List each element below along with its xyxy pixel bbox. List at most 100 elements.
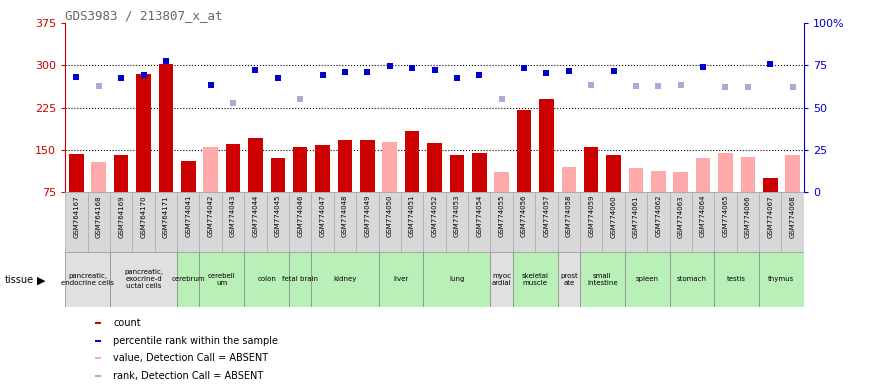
Bar xyxy=(558,252,580,307)
Text: GSM774055: GSM774055 xyxy=(499,195,505,237)
Bar xyxy=(669,192,692,252)
Bar xyxy=(759,192,781,252)
Bar xyxy=(696,158,710,192)
Text: GSM774057: GSM774057 xyxy=(543,195,549,237)
Bar xyxy=(91,162,106,192)
Bar xyxy=(379,192,401,252)
Text: ▶: ▶ xyxy=(36,275,45,285)
Text: GSM774059: GSM774059 xyxy=(588,195,594,237)
Text: GSM774067: GSM774067 xyxy=(767,195,773,238)
Text: count: count xyxy=(113,318,141,328)
Text: GSM774047: GSM774047 xyxy=(320,195,326,237)
Text: GSM774045: GSM774045 xyxy=(275,195,281,237)
Bar xyxy=(155,192,177,252)
Bar xyxy=(740,157,755,192)
Bar xyxy=(561,167,576,192)
Bar xyxy=(468,192,490,252)
Bar xyxy=(244,192,267,252)
Bar xyxy=(110,192,132,252)
Bar xyxy=(401,192,423,252)
Bar xyxy=(535,192,558,252)
Text: GSM774058: GSM774058 xyxy=(566,195,572,237)
Bar xyxy=(490,192,513,252)
Bar xyxy=(759,252,804,307)
Bar xyxy=(95,340,102,342)
Bar xyxy=(580,252,625,307)
Bar xyxy=(517,110,531,192)
Bar xyxy=(692,192,714,252)
Text: GSM774062: GSM774062 xyxy=(655,195,661,237)
Text: GSM774043: GSM774043 xyxy=(230,195,236,237)
Bar xyxy=(159,64,173,192)
Text: GSM774068: GSM774068 xyxy=(790,195,796,238)
Text: GSM774065: GSM774065 xyxy=(722,195,728,237)
Text: pancreatic,
endocrine cells: pancreatic, endocrine cells xyxy=(61,273,114,286)
Bar xyxy=(625,192,647,252)
Bar xyxy=(200,192,222,252)
Text: GSM774050: GSM774050 xyxy=(387,195,393,237)
Bar xyxy=(647,192,669,252)
Text: prost
ate: prost ate xyxy=(560,273,578,286)
Bar xyxy=(628,168,643,192)
Bar xyxy=(222,192,244,252)
Text: lung: lung xyxy=(449,276,465,282)
Text: GSM774066: GSM774066 xyxy=(745,195,751,238)
Bar xyxy=(607,156,620,192)
Text: GSM774041: GSM774041 xyxy=(185,195,191,237)
Text: stomach: stomach xyxy=(677,276,706,282)
Text: GSM774056: GSM774056 xyxy=(521,195,527,237)
Bar xyxy=(423,192,446,252)
Text: GSM774052: GSM774052 xyxy=(432,195,437,237)
Bar xyxy=(423,252,490,307)
Bar xyxy=(132,192,155,252)
Bar xyxy=(449,156,464,192)
Text: cerebell
um: cerebell um xyxy=(208,273,235,286)
Text: GSM774064: GSM774064 xyxy=(700,195,706,237)
Bar xyxy=(315,145,330,192)
Text: GSM774049: GSM774049 xyxy=(364,195,370,237)
Bar xyxy=(669,252,714,307)
Bar xyxy=(177,252,200,307)
Text: fetal brain: fetal brain xyxy=(282,276,318,282)
Bar xyxy=(88,192,110,252)
Text: small
intestine: small intestine xyxy=(587,273,618,286)
Bar xyxy=(405,131,420,192)
Bar xyxy=(226,144,241,192)
Bar xyxy=(472,152,487,192)
Bar xyxy=(382,142,397,192)
Text: GSM764170: GSM764170 xyxy=(141,195,147,238)
Bar xyxy=(311,252,379,307)
Bar xyxy=(494,172,509,192)
Text: rank, Detection Call = ABSENT: rank, Detection Call = ABSENT xyxy=(113,371,263,381)
Bar xyxy=(289,252,311,307)
Bar xyxy=(558,192,580,252)
Bar xyxy=(513,192,535,252)
Bar xyxy=(270,158,285,192)
Text: GSM764171: GSM764171 xyxy=(163,195,169,238)
Bar xyxy=(95,375,102,377)
Bar xyxy=(360,140,375,192)
Bar xyxy=(65,252,110,307)
Bar xyxy=(763,178,778,192)
Text: thymus: thymus xyxy=(768,276,794,282)
Text: GSM774048: GSM774048 xyxy=(342,195,348,237)
Text: kidney: kidney xyxy=(334,276,356,282)
Text: skeletal
muscle: skeletal muscle xyxy=(521,273,548,286)
Text: liver: liver xyxy=(394,276,408,282)
Text: GSM774046: GSM774046 xyxy=(297,195,303,237)
Text: GSM774061: GSM774061 xyxy=(633,195,639,238)
Bar xyxy=(114,156,129,192)
Bar xyxy=(786,156,799,192)
Bar xyxy=(338,140,352,192)
Text: percentile rank within the sample: percentile rank within the sample xyxy=(113,336,278,346)
Text: GSM764169: GSM764169 xyxy=(118,195,124,238)
Text: GSM764168: GSM764168 xyxy=(96,195,102,238)
Bar xyxy=(539,99,554,192)
Text: GSM774053: GSM774053 xyxy=(454,195,460,237)
Bar xyxy=(95,322,102,324)
Bar xyxy=(625,252,669,307)
Text: GSM774060: GSM774060 xyxy=(611,195,617,238)
Bar xyxy=(584,147,599,192)
Text: myoc
ardial: myoc ardial xyxy=(492,273,512,286)
Text: value, Detection Call = ABSENT: value, Detection Call = ABSENT xyxy=(113,353,269,363)
